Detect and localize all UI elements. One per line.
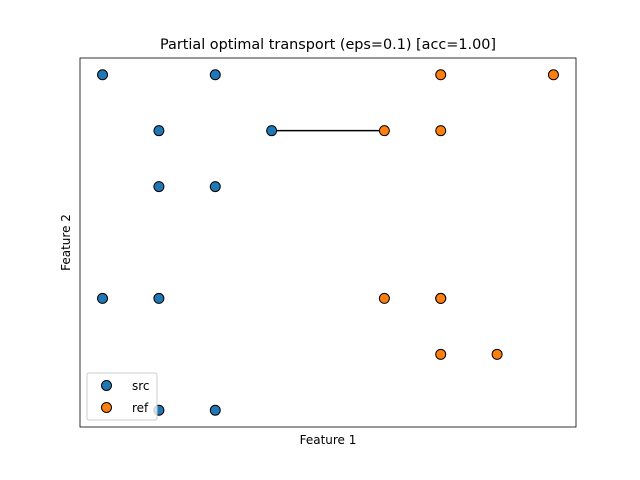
ref-point-7 xyxy=(435,348,447,360)
ref-point-0 xyxy=(435,69,447,81)
plot-area xyxy=(97,69,559,416)
src-point-0 xyxy=(97,69,109,81)
src-point-5 xyxy=(209,181,221,193)
src-point-9 xyxy=(209,404,221,416)
legend-ref-marker xyxy=(101,402,112,413)
src-point-3 xyxy=(266,125,278,137)
x-axis-label: Feature 1 xyxy=(300,433,357,447)
legend-ref-label: ref xyxy=(132,401,149,415)
src-point-7 xyxy=(153,292,165,304)
ref-point-6 xyxy=(435,292,447,304)
ref-point-1 xyxy=(547,69,559,81)
y-axis-label: Feature 2 xyxy=(59,214,73,271)
axes-frame xyxy=(79,57,577,428)
src-point-1 xyxy=(209,69,221,81)
legend: src ref xyxy=(86,372,158,421)
ref-point-8 xyxy=(491,348,503,360)
ref-point-4 xyxy=(378,292,390,304)
src-point-2 xyxy=(153,125,165,137)
legend-src-label: src xyxy=(132,379,150,393)
legend-src-marker xyxy=(101,380,112,391)
src-point-6 xyxy=(97,292,109,304)
src-point-4 xyxy=(153,181,165,193)
chart-title: Partial optimal transport (eps=0.1) [acc… xyxy=(160,37,496,53)
ref-point-2 xyxy=(378,125,390,137)
ref-point-3 xyxy=(435,125,447,137)
